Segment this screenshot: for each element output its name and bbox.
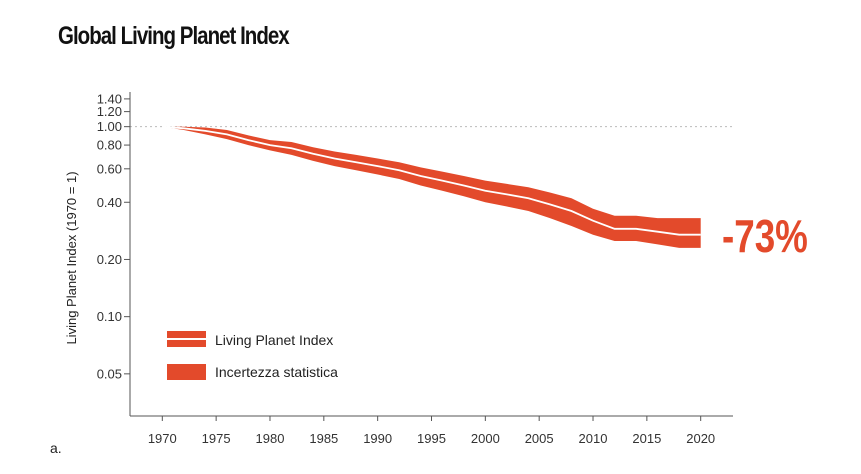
- x-tick-label: 2020: [686, 431, 715, 446]
- lpi-series-line: [162, 125, 701, 236]
- x-tick-label: 1990: [363, 431, 392, 446]
- y-tick-label: 0.60: [97, 161, 122, 176]
- uncertainty-band: [162, 126, 701, 248]
- y-tick-label: 1.40: [97, 91, 122, 106]
- legend-item-lpi: Living Planet Index: [167, 331, 333, 348]
- y-tick-label: 1.00: [97, 119, 122, 134]
- y-tick-label: 0.80: [97, 138, 122, 153]
- legend-label-lpi: Living Planet Index: [215, 332, 333, 348]
- y-axis-label: Living Planet Index (1970 = 1): [64, 171, 79, 344]
- y-tick-label: 0.10: [97, 309, 122, 324]
- x-tick-label: 2010: [579, 431, 608, 446]
- y-tick-label: 0.20: [97, 252, 122, 267]
- x-tick-label: 1970: [148, 431, 177, 446]
- x-tick-label: 2000: [471, 431, 500, 446]
- legend-label-uncertainty: Incertezza statistica: [215, 364, 338, 380]
- legend-line-swatch-icon: [167, 331, 206, 347]
- x-tick-label: 1995: [417, 431, 446, 446]
- figure-label: a.: [50, 440, 62, 456]
- legend: Living Planet Index Incertezza statistic…: [167, 331, 338, 380]
- legend-band-swatch-icon: [167, 364, 206, 380]
- y-tick-label: 1.20: [97, 104, 122, 119]
- chart-title: Global Living Planet Index: [58, 22, 290, 50]
- x-tick-label: 1980: [256, 431, 285, 446]
- y-tick-label: 0.05: [97, 366, 122, 381]
- x-tick-label: 2005: [525, 431, 554, 446]
- x-tick-label: 1975: [202, 431, 231, 446]
- x-tick-label: 1985: [309, 431, 338, 446]
- decline-annotation: -73%: [722, 210, 808, 262]
- y-tick-label: 0.40: [97, 195, 122, 210]
- legend-item-uncertainty: Incertezza statistica: [167, 364, 338, 380]
- x-tick-label: 2015: [632, 431, 661, 446]
